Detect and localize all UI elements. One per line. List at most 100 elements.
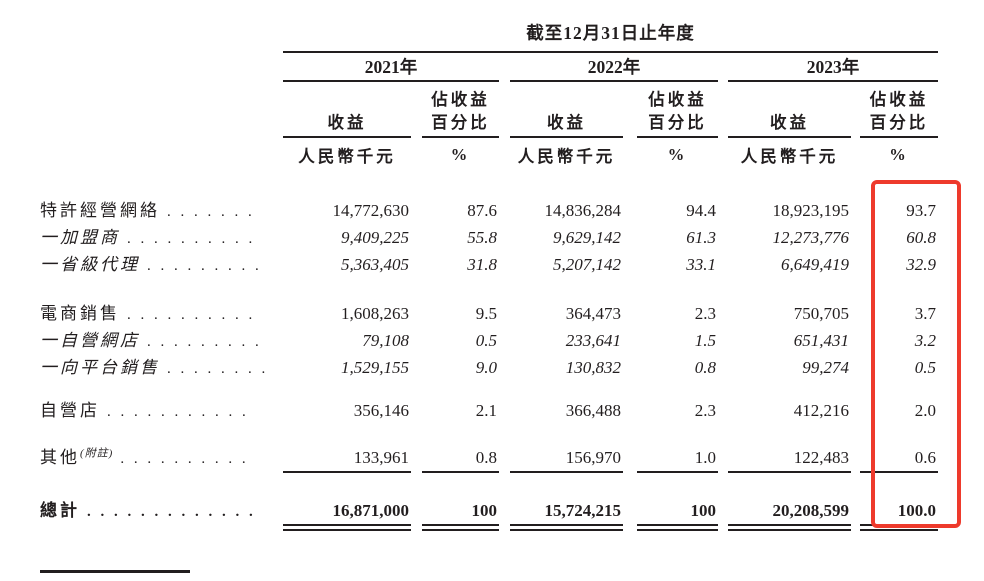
cell-revenue-2021: 356,146 (353, 401, 409, 420)
cell-revenue-2021: 79,108 (362, 331, 409, 350)
unit-rmb-2021: 人民幣千元 (298, 147, 396, 166)
row-label: 一加盟商. . . . . . . . . . (40, 228, 256, 247)
cell-revenue-2022: 130,832 (565, 358, 621, 377)
revenue-2021-header: 收益 (283, 82, 411, 138)
cell-pct-2022: 94.4 (686, 201, 716, 220)
cell-pct-2022: 100 (637, 497, 718, 531)
cell-pct-2022: 2.3 (694, 304, 716, 323)
row-label: 特許經營網絡. . . . . . . (40, 201, 255, 220)
cell-pct-2021: 31.8 (467, 255, 497, 274)
table-row-sales-to-platforms: 一向平台銷售. . . . . . . . 1,529,155 9.0 130,… (40, 354, 938, 381)
cell-pct-2022: 1.5 (694, 331, 716, 350)
cell-revenue-2022: 233,641 (565, 331, 621, 350)
table-row-self-operated-stores: 自營店. . . . . . . . . . . 356,146 2.1 366… (40, 397, 938, 424)
dot-leaders: . . . . . . . . . (147, 334, 262, 350)
cell-revenue-2022: 15,724,215 (510, 497, 623, 531)
cell-revenue-2021: 9,409,225 (341, 228, 409, 247)
cell-pct-2022: 2.3 (694, 401, 716, 420)
pct-2021-header: 佔收益 百分比 (422, 82, 499, 138)
table-row-franchisees: 一加盟商. . . . . . . . . . 9,409,225 55.8 9… (40, 224, 938, 251)
dot-leaders: . . . . . . . (167, 204, 255, 220)
table-row-self-operated-online-stores: 一自營網店. . . . . . . . . 79,108 0.5 233,64… (40, 327, 938, 354)
cell-revenue-2023: 651,431 (793, 331, 849, 350)
cell-pct-2021: 0.5 (475, 331, 497, 350)
year-2022-header: 2022年 (510, 53, 718, 82)
dot-leaders: . . . . . . . . . . . (107, 404, 249, 420)
cell-revenue-2022: 14,836,284 (544, 201, 622, 220)
unit-rmb-2023: 人民幣千元 (740, 147, 839, 166)
cell-revenue-2023: 122,483 (728, 444, 851, 473)
cell-revenue-2021: 133,961 (283, 444, 411, 473)
cell-pct-2021: 9.5 (475, 304, 497, 323)
unit-pct-2021: % (450, 145, 471, 164)
revenue-2023-header: 收益 (728, 82, 851, 138)
unit-rmb-2022: 人民幣千元 (517, 147, 616, 166)
year-2021-header: 2021年 (283, 53, 499, 82)
dot-leaders: . . . . . . . . . . (127, 307, 256, 323)
cell-revenue-2022: 156,970 (510, 444, 623, 473)
table-row-total: 總計. . . . . . . . . . . . . 16,871,000 1… (40, 497, 938, 531)
cell-revenue-2021: 14,772,630 (332, 201, 410, 220)
cell-pct-2021: 2.1 (475, 401, 497, 420)
table-subheaders: 收益 佔收益 百分比 收益 佔收益 百分比 收益 佔收益 百分比 (40, 82, 938, 138)
revenue-2022-header: 收益 (510, 82, 623, 138)
cell-revenue-2021: 5,363,405 (341, 255, 409, 274)
cell-pct-2023: 93.7 (906, 201, 936, 220)
table-units: 人民幣千元 % 人民幣千元 % 人民幣千元 % (40, 138, 938, 172)
cell-pct-2023: 0.6 (860, 444, 938, 473)
cell-pct-2023: 3.7 (914, 304, 936, 323)
unit-pct-2023: % (889, 145, 909, 164)
cell-revenue-2023: 99,274 (802, 358, 849, 377)
pct-2022-header: 佔收益 百分比 (637, 82, 718, 138)
dot-leaders: . . . . . . . . (167, 361, 269, 377)
cell-revenue-2021: 1,608,263 (341, 304, 409, 323)
table-header-period: 截至12月31日止年度 (40, 18, 938, 53)
footnote-rule (40, 570, 190, 573)
row-label: 一向平台銷售. . . . . . . . (40, 358, 269, 377)
row-label: 一自營網店. . . . . . . . . (40, 331, 262, 350)
cell-pct-2023: 2.0 (914, 401, 936, 420)
period-title: 截至12月31日止年度 (283, 18, 938, 53)
cell-revenue-2023: 6,649,419 (781, 255, 849, 274)
cell-revenue-2023: 412,216 (793, 401, 849, 420)
cell-pct-2021: 87.6 (467, 201, 497, 220)
dot-leaders: . . . . . . . . . (147, 258, 262, 274)
table-row-ecommerce-sales: 電商銷售. . . . . . . . . . 1,608,263 9.5 36… (40, 300, 938, 327)
cell-pct-2021: 100 (422, 497, 499, 531)
cell-pct-2022: 1.0 (637, 444, 718, 473)
cell-revenue-2022: 5,207,142 (553, 255, 621, 274)
dot-leaders: . . . . . . . . . . . . . (87, 504, 256, 520)
cell-revenue-2022: 364,473 (565, 304, 621, 323)
cell-pct-2023: 3.2 (914, 331, 936, 350)
dot-leaders: . . . . . . . . . . (120, 451, 249, 467)
pct-2023-header: 佔收益 百分比 (860, 82, 938, 138)
cell-revenue-2023: 18,923,195 (772, 201, 850, 220)
table-row-others: 其他(附註). . . . . . . . . . 133,961 0.8 15… (40, 444, 938, 473)
cell-revenue-2022: 9,629,142 (553, 228, 621, 247)
cell-pct-2022: 61.3 (686, 228, 716, 247)
cell-revenue-2023: 750,705 (793, 304, 849, 323)
cell-pct-2023: 0.5 (914, 358, 936, 377)
cell-pct-2022: 0.8 (694, 358, 716, 377)
unit-pct-2022: % (667, 145, 688, 164)
cell-pct-2023: 100.0 (860, 497, 938, 531)
row-label: 其他(附註). . . . . . . . . . (40, 447, 249, 467)
table-row-franchise-network: 特許經營網絡. . . . . . . 14,772,630 87.6 14,8… (40, 197, 938, 224)
year-2023-header: 2023年 (728, 53, 938, 82)
cell-pct-2023: 60.8 (906, 228, 936, 247)
footnote-marker: (附註) (80, 447, 114, 460)
cell-pct-2023: 32.9 (906, 255, 936, 274)
cell-pct-2021: 9.0 (475, 358, 497, 377)
cell-revenue-2021: 16,871,000 (283, 497, 411, 531)
cell-revenue-2021: 1,529,155 (341, 358, 409, 377)
cell-revenue-2023: 12,273,776 (772, 228, 850, 247)
row-label: 電商銷售. . . . . . . . . . (40, 304, 256, 323)
cell-revenue-2022: 366,488 (565, 401, 621, 420)
cell-pct-2021: 0.8 (422, 444, 499, 473)
cell-revenue-2023: 20,208,599 (728, 497, 851, 531)
table-row-provincial-agents: 一省級代理. . . . . . . . . 5,363,405 31.8 5,… (40, 251, 938, 278)
cell-pct-2021: 55.8 (467, 228, 497, 247)
row-label: 一省級代理. . . . . . . . . (40, 255, 262, 274)
cell-pct-2022: 33.1 (686, 255, 716, 274)
